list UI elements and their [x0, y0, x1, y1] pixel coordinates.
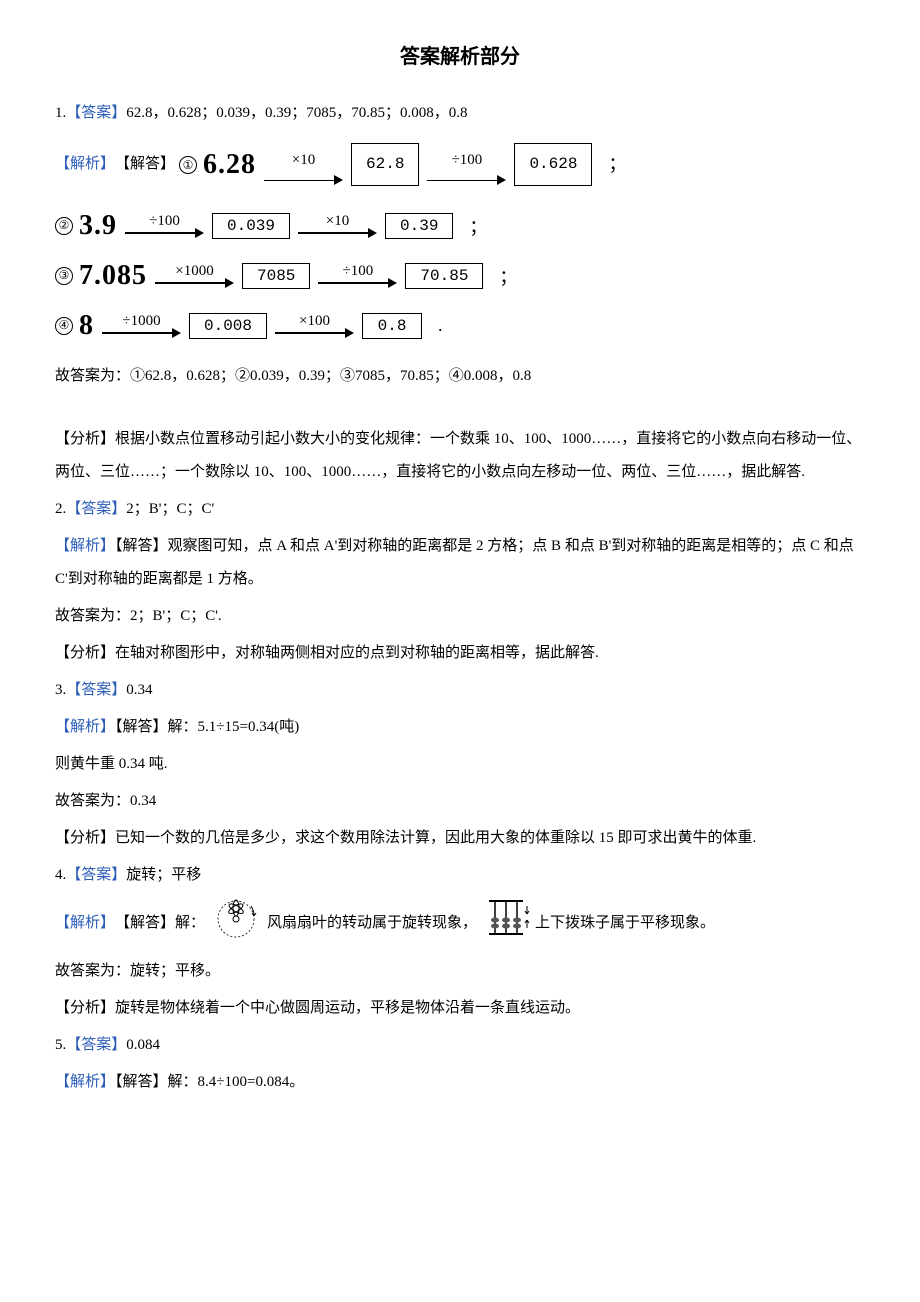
q5-answer: 0.084 — [126, 1037, 160, 1053]
arrow-icon: ÷1000 — [102, 313, 181, 338]
q2-l1: 【解析】【解答】观察图可知，点 A 和点 A'到对称轴的距离都是 2 方格；点 … — [55, 530, 865, 596]
q1-analysis: 【分析】根据小数点位置移动引起小数大小的变化规律：一个数乘 10、100、100… — [55, 423, 865, 489]
q2-l1-text: 【解答】观察图可知，点 A 和点 A'到对称轴的距离都是 2 方格；点 B 和点… — [55, 538, 854, 587]
page-title: 答案解析部分 — [55, 40, 865, 69]
q4-l1c: 上下拨珠子属于平移现象。 — [535, 907, 715, 940]
fan-icon — [209, 896, 263, 951]
q5-l1: 【解析】【解答】解：8.4÷100=0.084。 — [55, 1066, 865, 1099]
d3-start: 7.085 — [79, 260, 147, 292]
d4-end: . — [438, 315, 443, 336]
answer-label: 【答案】 — [66, 867, 126, 883]
q4-l1a: 【解答】解： — [115, 907, 205, 940]
d3-v2: 70.85 — [405, 263, 483, 289]
q4-l1b: 风扇扇叶的转动属于旋转现象， — [267, 907, 477, 940]
circled-3: ③ — [55, 267, 73, 285]
q3-num: 3. — [55, 682, 66, 698]
d1-op2: ÷100 — [452, 144, 483, 177]
arrow-icon: ×10 — [264, 144, 343, 185]
diagram-2: ② 3.9 ÷100 0.039 ×10 0.39 ； — [55, 210, 865, 242]
q3-l2: 则黄牛重 0.34 吨. — [55, 748, 865, 781]
q1-answer: 62.8，0.628；0.039，0.39；7085，70.85；0.008，0… — [126, 105, 467, 121]
diagram-3: ③ 7.085 ×1000 7085 ÷100 70.85 ； — [55, 260, 865, 292]
d2-end: ； — [469, 213, 487, 239]
d4-start: 8 — [79, 310, 94, 342]
arrow-icon: ×10 — [298, 213, 377, 238]
d1-v2: 0.628 — [514, 143, 592, 186]
q3-answer: 0.34 — [126, 682, 152, 698]
q1-final: 故答案为：①62.8，0.628；②0.039，0.39；③7085，70.85… — [55, 360, 865, 393]
q4-l3: 【分析】旋转是物体绕着一个中心做圆周运动，平移是物体沿着一条直线运动。 — [55, 992, 865, 1025]
q2-answer-line: 2.【答案】2；B'；C；C' — [55, 493, 865, 526]
q2-num: 2. — [55, 501, 66, 517]
d4-v2: 0.8 — [362, 313, 422, 339]
d1-start: 6.28 — [203, 134, 256, 196]
q1-answer-line: 1.【答案】62.8，0.628；0.039，0.39；7085，70.85；0… — [55, 97, 865, 130]
answer-label: 【答案】 — [66, 501, 126, 517]
jieda-label: 【解答】 — [115, 148, 175, 181]
answer-label: 【答案】 — [66, 1037, 126, 1053]
q1-num: 1. — [55, 105, 66, 121]
circled-4: ④ — [55, 317, 73, 335]
abacus-icon — [481, 896, 531, 951]
q3-l4: 【分析】已知一个数的几倍是多少，求这个数用除法计算，因此用大象的体重除以 15 … — [55, 822, 865, 855]
answer-label: 【答案】 — [66, 105, 126, 121]
q2-answer: 2；B'；C；C' — [126, 501, 214, 517]
d1-v1: 62.8 — [351, 143, 419, 186]
arrow-icon: ×100 — [275, 313, 354, 338]
q3-answer-line: 3.【答案】0.34 — [55, 674, 865, 707]
arrow-icon: ÷100 — [125, 213, 204, 238]
q3-l1: 【解析】【解答】解：5.1÷15=0.34(吨) — [55, 711, 865, 744]
analysis-label: 【解析】 — [55, 907, 115, 940]
d4-v1: 0.008 — [189, 313, 267, 339]
diagram-4: ④ 8 ÷1000 0.008 ×100 0.8 . — [55, 310, 865, 342]
analysis-label: 【解析】 — [55, 148, 115, 181]
arrow-icon: ×1000 — [155, 263, 234, 288]
q5-num: 5. — [55, 1037, 66, 1053]
arrow-icon: ÷100 — [427, 144, 506, 185]
d1-op1: ×10 — [292, 144, 315, 177]
analysis-label: 【解析】 — [55, 719, 115, 735]
q3-l1-text: 【解答】解：5.1÷15=0.34(吨) — [115, 719, 299, 735]
answer-label: 【答案】 — [66, 682, 126, 698]
diagram-1: ① 6.28 ×10 62.8 ÷100 0.628 ； — [179, 134, 626, 196]
q2-l2: 故答案为：2；B'；C；C'. — [55, 600, 865, 633]
q4-l1: 【解析】【解答】解： 风扇扇叶的转动属于旋转现象， — [55, 896, 865, 951]
d2-v2: 0.39 — [385, 213, 453, 239]
d2-v1: 0.039 — [212, 213, 290, 239]
analysis-label: 【解析】 — [55, 538, 115, 554]
q4-num: 4. — [55, 867, 66, 883]
d3-v1: 7085 — [242, 263, 310, 289]
d2-start: 3.9 — [79, 210, 117, 242]
circled-2: ② — [55, 217, 73, 235]
q3-l3: 故答案为：0.34 — [55, 785, 865, 818]
arrow-icon: ÷100 — [318, 263, 397, 288]
q2-l3: 【分析】在轴对称图形中，对称轴两侧相对应的点到对称轴的距离相等，据此解答. — [55, 637, 865, 670]
q4-answer: 旋转；平移 — [126, 867, 201, 883]
d3-end: ； — [499, 263, 517, 289]
d1-end: ； — [608, 145, 626, 185]
q5-answer-line: 5.【答案】0.084 — [55, 1029, 865, 1062]
q5-l1-text: 【解答】解：8.4÷100=0.084。 — [115, 1074, 304, 1090]
q4-l2: 故答案为：旋转；平移。 — [55, 955, 865, 988]
q1-analysis-head: 【解析】【解答】 ① 6.28 ×10 62.8 ÷100 0.628 ； — [55, 134, 865, 196]
q4-answer-line: 4.【答案】旋转；平移 — [55, 859, 865, 892]
circled-1: ① — [179, 156, 197, 174]
analysis-label: 【解析】 — [55, 1074, 115, 1090]
